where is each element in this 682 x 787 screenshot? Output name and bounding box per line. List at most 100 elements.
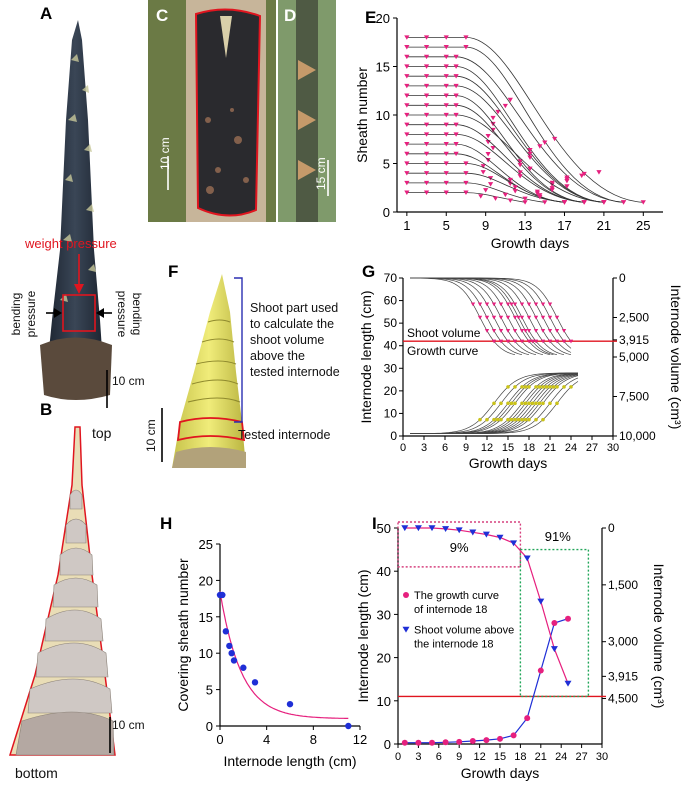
g-x-tick-label: 30 (607, 442, 619, 454)
g-volume-marker (568, 339, 574, 344)
g-growth-marker (509, 417, 514, 422)
i-y-axis-title: Internode length (cm) (355, 569, 371, 702)
h-data-point (251, 679, 259, 686)
e-sheath-marker (443, 112, 449, 118)
g-volume-marker (491, 339, 497, 344)
e-sheath-marker (495, 109, 501, 115)
panel-a-photo (0, 0, 130, 410)
i-growth-point (469, 737, 476, 744)
e-sheath-line (406, 46, 624, 203)
i-legend-volume-line1: Shoot volume above (414, 625, 514, 637)
panel-c-photo (148, 0, 276, 222)
g-y2-tick-label: 7,500 (619, 390, 649, 404)
g-y2-tick-label: 0 (619, 271, 626, 285)
i-y-tick-label: 40 (377, 564, 391, 579)
panel-c-scale-label: 10 cm (158, 137, 172, 170)
h-x-tick-label: 8 (310, 732, 317, 747)
g-volume-marker (547, 302, 553, 307)
e-sheath-marker (443, 93, 449, 98)
i-y-tick-label: 10 (377, 694, 391, 709)
e-sheath-line (406, 124, 585, 203)
g-growth-marker (541, 385, 545, 389)
i-y2-axis-title: Internode volume (cm³) (651, 564, 667, 709)
g-growth-marker (527, 417, 531, 422)
e-y-axis-title: Sheath number (354, 67, 370, 163)
e-sheath-marker (492, 196, 499, 201)
e-sheath-marker (507, 181, 513, 186)
h-y-tick-label: 0 (206, 719, 213, 734)
e-sheath-marker (404, 161, 410, 166)
panel-d-scale-label: 15 cm (314, 157, 328, 190)
panel-letter-d: D (284, 6, 297, 25)
e-sheath-line (406, 134, 585, 203)
g-growth-marker (562, 385, 566, 389)
i-y-tick-label: 20 (377, 651, 391, 666)
g-growth-marker (520, 385, 524, 389)
h-fit-curve (219, 591, 349, 719)
i-y2-tick-label: 3,915 (608, 669, 638, 683)
panel-a-scale-label: 10 cm (112, 374, 145, 388)
e-sheath-marker (423, 180, 430, 186)
i-x-tick-label: 15 (494, 751, 506, 763)
g-growth-marker (492, 417, 496, 422)
i-volume-point (523, 555, 531, 562)
e-sheath-marker (404, 93, 410, 98)
e-sheath-marker (453, 112, 459, 118)
e-sheath-marker (527, 151, 533, 157)
h-data-point (345, 722, 352, 730)
e-sheath-marker (443, 151, 449, 157)
g-volume-marker (505, 302, 511, 307)
g-growth-marker (513, 385, 517, 389)
e-sheath-marker (404, 112, 410, 118)
i-x-tick-label: 30 (596, 751, 608, 763)
e-sheath-marker (443, 35, 449, 40)
e-sheath-marker (480, 170, 486, 175)
i-growth-point (497, 735, 503, 742)
h-y-tick-label: 20 (199, 573, 213, 588)
e-x-tick-label: 1 (403, 218, 410, 233)
i-growth-point (551, 620, 558, 627)
i-growth-point (510, 732, 517, 739)
e-sheath-marker (423, 122, 430, 128)
e-sheath-marker (463, 171, 469, 176)
i-growth-point (524, 715, 531, 722)
i-early-phase-box (397, 521, 522, 568)
g-volume-marker (526, 315, 532, 320)
g-volume-curve (409, 277, 523, 356)
e-sheath-marker (512, 189, 518, 194)
g-growth-marker (513, 401, 517, 406)
g-growth-marker (548, 385, 552, 389)
g-growth-marker (506, 417, 510, 422)
e-y-tick-label: 20 (376, 11, 390, 26)
g-y-axis-title: Internode length (cm) (358, 290, 374, 423)
e-sheath-marker (549, 187, 555, 193)
g-growth-marker (523, 417, 528, 422)
h-y-tick-label: 10 (199, 646, 213, 661)
e-sheath-marker (463, 161, 469, 166)
i-x-tick-label: 27 (575, 751, 587, 763)
e-sheath-marker (581, 200, 587, 205)
g-y-tick-label: 40 (384, 339, 398, 353)
e-sheath-line (406, 85, 604, 203)
g-volume-marker (554, 339, 560, 344)
g-volume-marker (540, 302, 546, 307)
i-volume-point (496, 534, 504, 541)
weight-pressure-label: weight pressure (25, 236, 117, 251)
e-sheath-marker (423, 112, 430, 118)
e-sheath-marker (423, 132, 430, 137)
i-volume-point (428, 525, 436, 532)
e-sheath-marker (453, 74, 459, 79)
e-sheath-marker (601, 200, 607, 205)
g-growth-marker (509, 401, 514, 406)
h-data-point (222, 628, 230, 635)
panel-letter-c: C (156, 6, 169, 25)
e-sheath-marker (423, 83, 430, 89)
e-sheath-marker (502, 192, 508, 198)
e-x-tick-label: 13 (518, 218, 532, 233)
g-y2-tick-label: 5,000 (619, 350, 649, 364)
g-growth-marker (555, 401, 559, 406)
g-volume-marker (523, 329, 528, 333)
e-sheath-marker (517, 174, 523, 179)
e-sheath-marker (423, 74, 430, 79)
g-volume-marker (540, 315, 546, 320)
